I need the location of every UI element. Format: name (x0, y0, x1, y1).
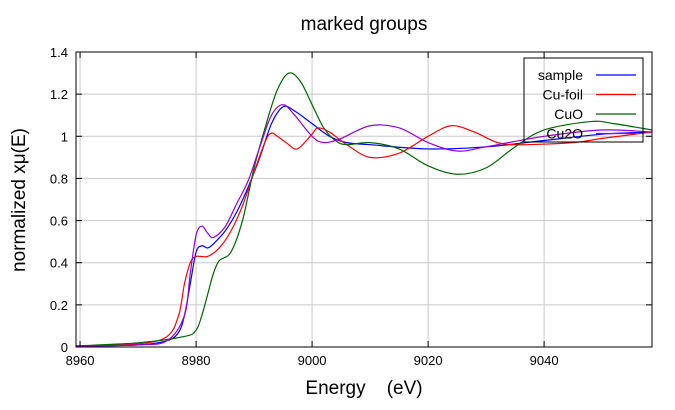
y-tick-label: 0 (61, 340, 68, 355)
x-tick-label: 9040 (530, 353, 559, 368)
y-tick-label: 1.4 (50, 45, 68, 60)
legend-box (523, 57, 644, 143)
plot-frame (75, 51, 653, 348)
y-axis-label: normalized xμ(E) (9, 128, 30, 272)
legend-label: Cu2O (546, 126, 583, 142)
legend-label: sample (538, 67, 583, 83)
x-tick-label: 9000 (298, 353, 327, 368)
x-tick-label: 9020 (414, 353, 443, 368)
legend-label: Cu-foil (543, 87, 583, 103)
series-group (75, 72, 653, 347)
legend: sample Cu-foil CuO Cu2O (523, 57, 644, 143)
x-tick-label: 8980 (182, 353, 211, 368)
y-tick-label: 0.4 (50, 256, 68, 271)
y-tick-label: 1 (61, 129, 68, 144)
y-tick-label: 0.6 (50, 214, 68, 229)
legend-label: CuO (554, 106, 583, 122)
ticks: 8960 8980 9000 9020 9040 0 0.2 0.4 0.6 0.8 1 1.2 1.4 (50, 45, 652, 368)
x-tick-label: 8960 (66, 353, 95, 368)
series-line-cu2o (75, 104, 653, 347)
chart-title: marked groups (301, 14, 428, 35)
series-line-cuo (75, 72, 653, 347)
y-tick-label: 1.2 (50, 87, 68, 102)
y-tick-label: 0.2 (50, 298, 68, 313)
y-tick-label: 0.8 (50, 171, 68, 186)
x-axis-label: Energy (eV) (305, 378, 422, 399)
series-line-cu-foil (75, 125, 653, 347)
